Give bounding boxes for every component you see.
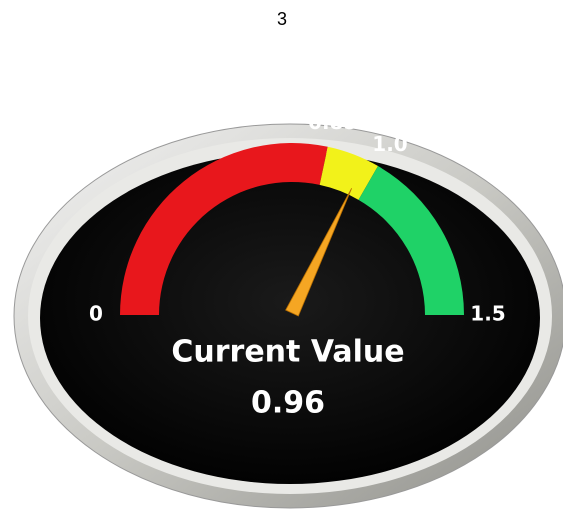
tick-label: 0	[89, 302, 103, 326]
gauge-face	[40, 152, 540, 484]
tick-label: 1.5	[470, 302, 505, 326]
page: 3 00.851.01.5 Current Value 0.96 (() => …	[0, 0, 563, 510]
chart-title: 3	[277, 9, 287, 29]
tick-label: 0.85	[308, 110, 357, 134]
value-label: 0.96	[251, 386, 325, 421]
chart: 3 0 0.85 1.0 1.5 Current Value 0.96	[0, 0, 563, 510]
tick-label: 1.0	[372, 132, 407, 156]
value-caption: Current Value	[171, 335, 404, 370]
